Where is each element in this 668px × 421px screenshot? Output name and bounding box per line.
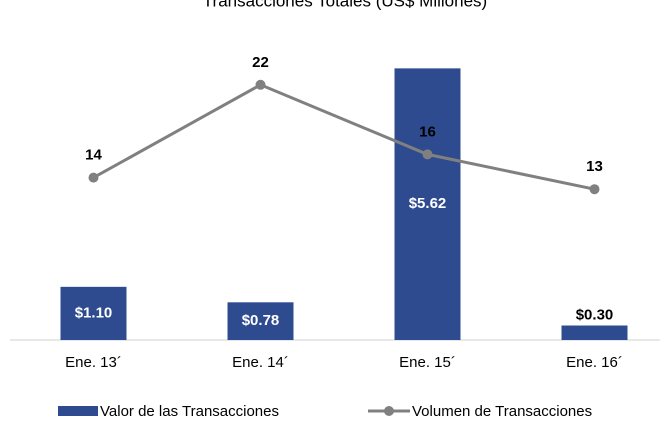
x-tick-label: Ene. 15´ [399,354,456,371]
data-label: $0.78 [242,312,280,329]
legend-label: Volumen de Transacciones [412,403,592,420]
x-tick-label: Ene. 13´ [65,354,122,371]
data-label: 16 [419,123,436,140]
legend-swatch [58,406,98,416]
line-marker [255,79,266,90]
data-label: $5.62 [409,195,447,212]
chart-title: Transacciones Totales (US$ Millones) [203,0,487,10]
line-marker [422,149,433,160]
bar [60,286,127,340]
x-tick-label: Ene. 14´ [232,354,289,371]
legend-swatch [384,406,394,416]
data-label: $0.30 [576,306,614,323]
data-label: 22 [252,54,269,71]
data-label: 13 [586,158,603,175]
bar [227,302,294,340]
bar [394,68,461,340]
line-marker [589,184,600,195]
data-label: 14 [85,147,102,164]
x-tick-label: Ene. 16´ [566,354,623,371]
line [92,83,595,191]
legend-label: Valor de las Transacciones [100,403,279,420]
data-label: $1.10 [75,304,113,321]
line-marker [88,172,99,183]
bar [561,325,628,340]
